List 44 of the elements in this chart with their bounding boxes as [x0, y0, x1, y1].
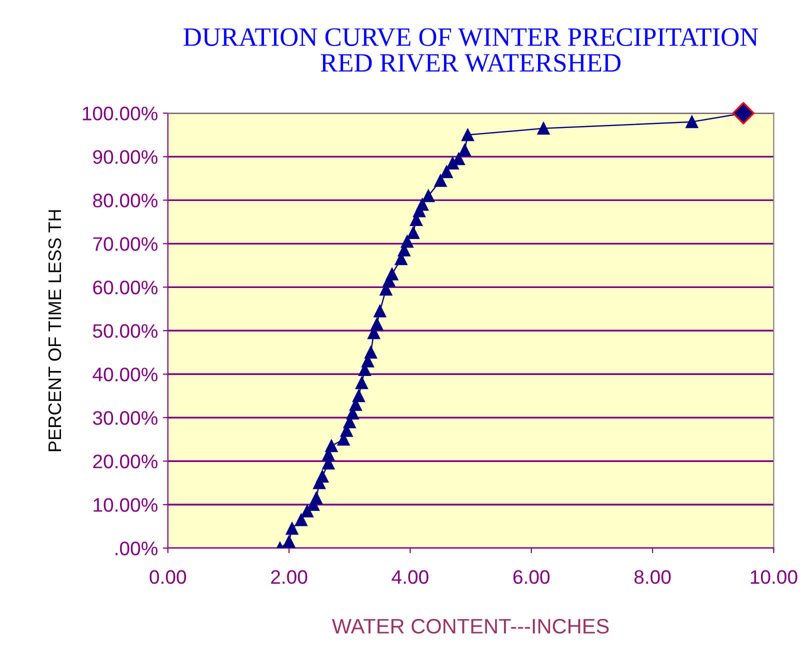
x-tick-label: 2.00 [271, 570, 308, 584]
y-tick-label: 10.00% [94, 498, 158, 512]
point [434, 174, 447, 187]
point [422, 190, 435, 202]
y-tick-label: 50.00% [92, 324, 158, 338]
y-axis-title: PERCENT OF TIME LESS TH [48, 210, 62, 452]
point [282, 535, 296, 548]
point [458, 144, 471, 156]
point [286, 522, 298, 535]
point [370, 318, 384, 330]
y-tick-label: 80.00% [93, 194, 158, 208]
point [400, 235, 414, 248]
point [686, 116, 698, 128]
y-tick-label: 40.00% [92, 368, 158, 382]
point [352, 390, 365, 402]
x-tick-label: 10.00 [750, 570, 798, 584]
point [462, 128, 474, 142]
x-tick-label: 6.00 [513, 570, 550, 584]
y-tick-label: 60.00% [93, 280, 158, 294]
point [406, 226, 420, 240]
point [316, 470, 329, 483]
point [364, 346, 378, 359]
point [325, 440, 338, 452]
y-tick-label: 100.00% [82, 106, 158, 120]
point [537, 122, 550, 135]
y-tick-label: 90.00% [93, 150, 158, 164]
y-tick-label: 70.00% [93, 237, 158, 251]
point [440, 166, 453, 178]
point [310, 492, 323, 504]
x-tick-label: 0.00 [150, 570, 186, 584]
x-tick-label: 4.00 [392, 570, 428, 584]
point [355, 376, 368, 390]
x-axis-title: WATER CONTENT---INCHES [332, 618, 609, 634]
point [294, 514, 308, 526]
point [732, 102, 755, 124]
point [300, 504, 314, 518]
y-tick-label: .00% [116, 542, 158, 556]
point [374, 304, 386, 318]
point [386, 268, 398, 280]
y-tick-label: 20.00% [93, 454, 158, 468]
x-tick-label: 8.00 [634, 570, 671, 584]
chart-title: DURATION CURVE OF WINTER PRECIPITATION RED RIVER WATERSHED [184, 28, 758, 72]
point [416, 198, 429, 211]
y-tick-label: 30.00% [92, 411, 158, 425]
